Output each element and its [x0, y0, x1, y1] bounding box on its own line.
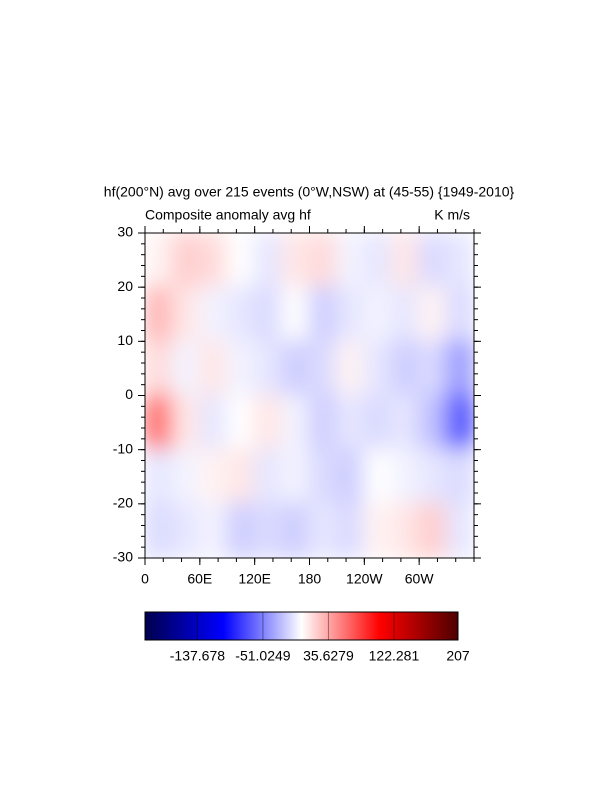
y-tick-label: -10	[113, 440, 133, 456]
field-cell	[171, 502, 201, 558]
field-cell	[363, 286, 393, 343]
y-tick-label: -20	[113, 495, 133, 511]
field-cell	[390, 340, 421, 397]
field-cell	[308, 286, 338, 343]
field-cell	[363, 340, 393, 397]
field-cell	[171, 286, 201, 343]
field-cell	[445, 448, 474, 505]
field-cell	[198, 502, 229, 558]
field-cell	[335, 286, 366, 343]
field-cell	[145, 394, 174, 451]
field-cell	[418, 233, 448, 289]
field-cell	[226, 448, 256, 505]
field-cell	[308, 448, 338, 505]
cells	[145, 233, 474, 558]
field-cell	[281, 233, 311, 289]
field-cell	[390, 448, 421, 505]
y-tick-label: 20	[117, 278, 133, 294]
field-cell	[445, 394, 474, 451]
x-tick-label: 60W	[405, 571, 435, 587]
field-cell	[363, 394, 393, 451]
field-cell	[308, 340, 338, 397]
field-cell	[418, 286, 448, 343]
field-cell	[390, 394, 421, 451]
field-cell	[198, 340, 229, 397]
field-cell	[253, 286, 284, 343]
field-cell	[226, 502, 256, 558]
subtitle-right: K m/s	[434, 207, 470, 223]
field-cell	[445, 340, 474, 397]
field-cell	[390, 233, 421, 289]
field-cell	[335, 448, 366, 505]
field-cell	[145, 340, 174, 397]
field-cell	[308, 394, 338, 451]
field-cell	[418, 340, 448, 397]
field-cell	[145, 502, 174, 558]
colorbar-tick-label: -51.0249	[235, 648, 290, 664]
field-cell	[363, 502, 393, 558]
field-cell	[308, 233, 338, 289]
field-cell	[418, 502, 448, 558]
field-cell	[390, 502, 421, 558]
x-tick-label: 0	[141, 571, 149, 587]
field-cell	[145, 448, 174, 505]
field-cell	[335, 340, 366, 397]
field-cell	[226, 286, 256, 343]
field-cell	[171, 448, 201, 505]
x-tick-label: 120E	[238, 571, 271, 587]
field-cell	[253, 502, 284, 558]
y-tick-label: 0	[125, 386, 133, 402]
field-cell	[226, 340, 256, 397]
field-cell	[281, 286, 311, 343]
field-cell	[198, 233, 229, 289]
chart-title: hf(200°N) avg over 215 events (0°W,NSW) …	[104, 184, 515, 200]
colorbar-tick-label: -137.678	[170, 648, 225, 664]
field-cell	[281, 502, 311, 558]
field-cell	[445, 502, 474, 558]
field-cell	[445, 233, 474, 289]
y-tick-label: -30	[113, 549, 133, 565]
field-cell	[198, 394, 229, 451]
colorbar	[144, 611, 459, 641]
field-cell	[335, 233, 366, 289]
colorbar-tick-label: 207	[446, 648, 470, 664]
field-cell	[390, 286, 421, 343]
subtitle-left: Composite anomaly avg hf	[145, 207, 311, 223]
field-cell	[145, 286, 174, 343]
y-tick-label: 30	[117, 224, 133, 240]
field-cell	[226, 394, 256, 451]
field-cell	[281, 448, 311, 505]
field-cell	[253, 394, 284, 451]
x-tick-label: 60E	[187, 571, 212, 587]
field-cell	[363, 448, 393, 505]
field-cell	[363, 233, 393, 289]
field-cell	[198, 448, 229, 505]
field-cell	[418, 394, 448, 451]
field-cell	[445, 286, 474, 343]
field-cell	[253, 340, 284, 397]
field-cell	[308, 502, 338, 558]
field-cell	[198, 286, 229, 343]
field	[145, 233, 474, 558]
field-cell	[171, 340, 201, 397]
x-tick-label: 120W	[346, 571, 383, 587]
x-tick-label: 180	[298, 571, 322, 587]
field-cell	[335, 502, 366, 558]
colorbar-tick-label: 35.6279	[303, 648, 354, 664]
field-cell	[171, 233, 201, 289]
field-cell	[145, 233, 174, 289]
field-cell	[171, 394, 201, 451]
field-cell	[226, 233, 256, 289]
field-cell	[281, 340, 311, 397]
field-cell	[281, 394, 311, 451]
colorbar-tick-label: 122.281	[369, 648, 420, 664]
field-cell	[335, 394, 366, 451]
y-tick-label: 10	[117, 332, 133, 348]
field-cell	[253, 233, 284, 289]
field-cell	[253, 448, 284, 505]
field-cell	[418, 448, 448, 505]
